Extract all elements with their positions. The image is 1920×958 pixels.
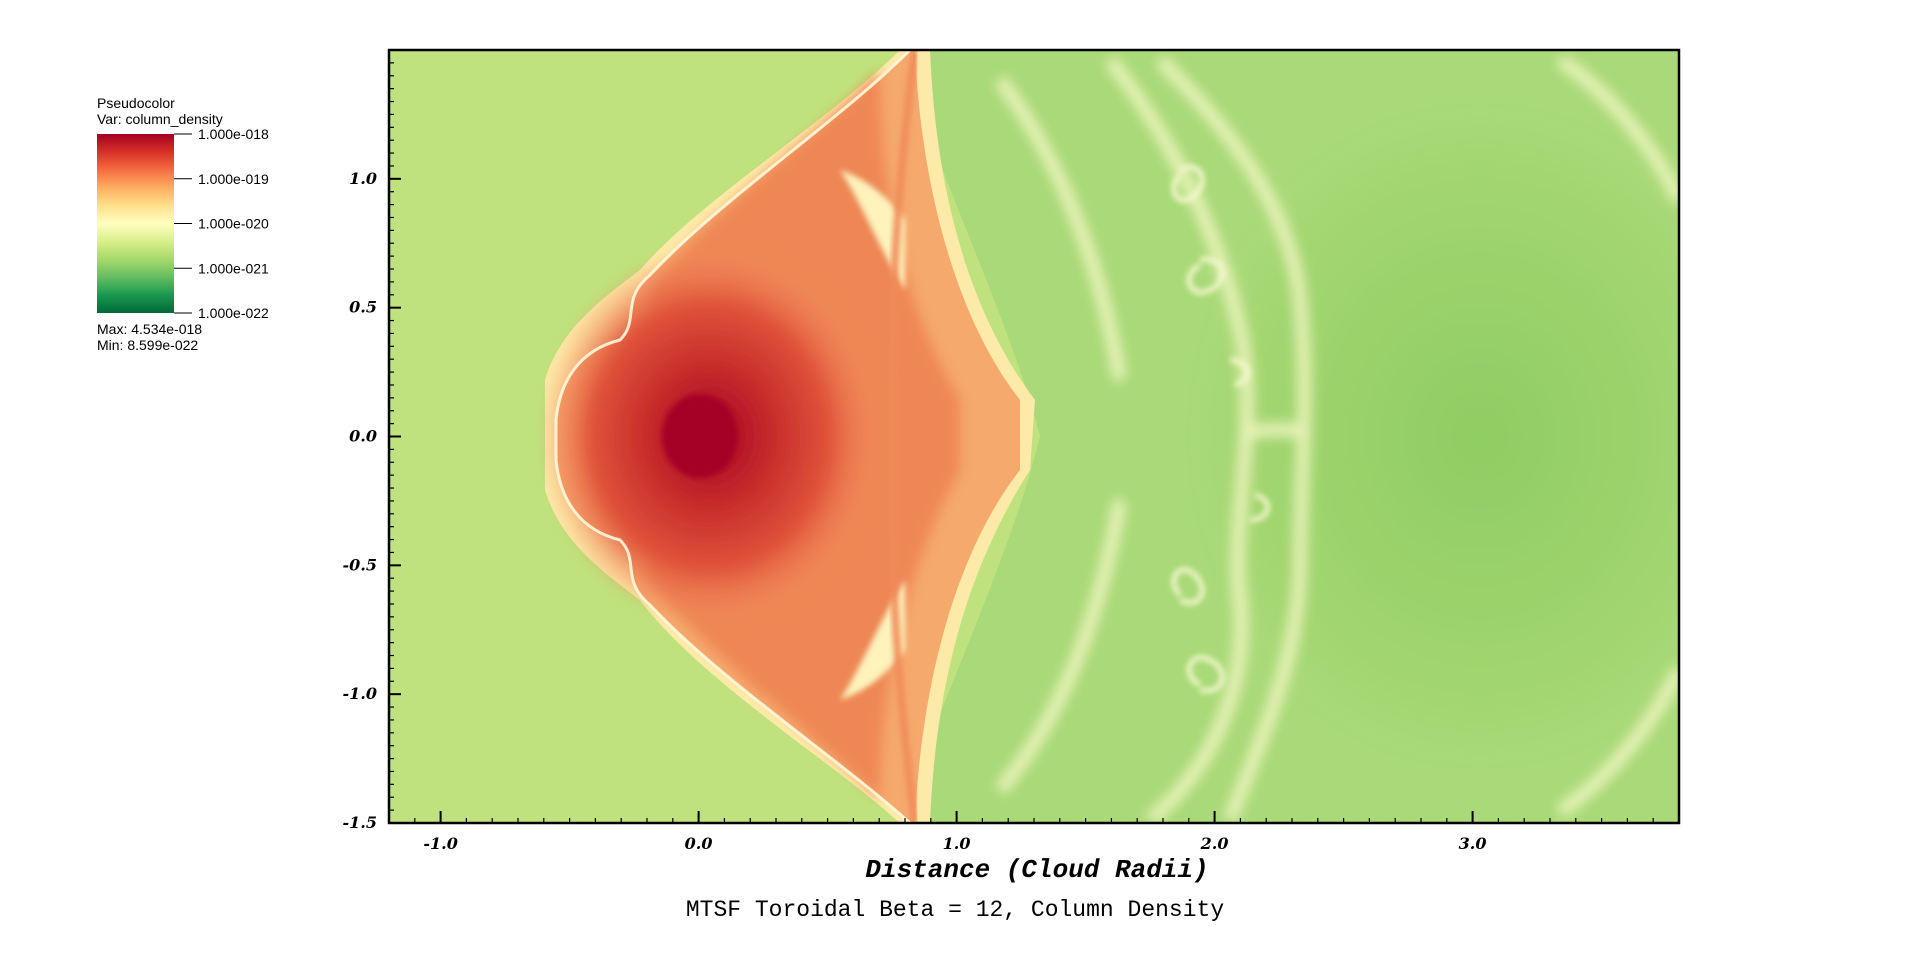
light-pocket-lower [840, 580, 905, 700]
colorbar-tick-label: 1.000e-019 [198, 171, 269, 187]
legend-plot-type: Pseudocolor [97, 95, 175, 111]
colorbar-tick-label: 1.000e-018 [198, 126, 269, 142]
x-axis-title: Distance (Cloud Radii) [865, 855, 1208, 885]
colorbar-tick-label: 1.000e-022 [198, 305, 269, 321]
heatmap-field [389, 50, 1679, 823]
x-tick-label: 1.0 [943, 834, 971, 853]
x-tick-label: 3.0 [1459, 834, 1487, 853]
x-tick-label: 0.0 [685, 834, 713, 853]
y-tick-label: 0.5 [349, 298, 377, 317]
colorbar-tick-label: 1.000e-020 [198, 216, 269, 232]
bow-shock-arc [888, 50, 919, 823]
density-peak [662, 394, 738, 478]
x-tick-label: 2.0 [1200, 834, 1229, 853]
light-pocket-upper [840, 170, 905, 290]
y-tick-label: 1.0 [349, 169, 377, 188]
colorbar-ticks: 1.000e-018 1.000e-019 1.000e-020 1.000e-021… [174, 126, 269, 321]
legend-variable: Var: column_density [97, 111, 223, 127]
turbulent-eddies [1171, 164, 1270, 694]
y-tick-label: -1.0 [343, 684, 377, 703]
wake-core [1220, 136, 1679, 736]
y-tick-label: 0.0 [349, 427, 377, 446]
color-legend: Pseudocolor Var: column_density [97, 95, 223, 127]
colorbar-tick-label: 1.000e-021 [198, 260, 269, 276]
cloud-edge [554, 50, 912, 823]
y-tick-label: -1.5 [343, 813, 377, 832]
y-tick-label: -0.5 [343, 555, 377, 574]
x-tick-label: -1.0 [423, 834, 457, 853]
legend-min: Min: 8.599e-022 [97, 337, 199, 353]
axes: -1.0 0.0 1.0 2.0 3.0 1.0 0.5 0.0 -0.5 -1.0 -1.5 [343, 49, 1680, 853]
turbulent-filaments [994, 54, 1679, 823]
plot-title: MTSF Toroidal Beta = 12, Column Density [686, 897, 1224, 923]
colorbar [97, 134, 174, 313]
legend-max: Max: 4.534e-018 [97, 321, 203, 337]
